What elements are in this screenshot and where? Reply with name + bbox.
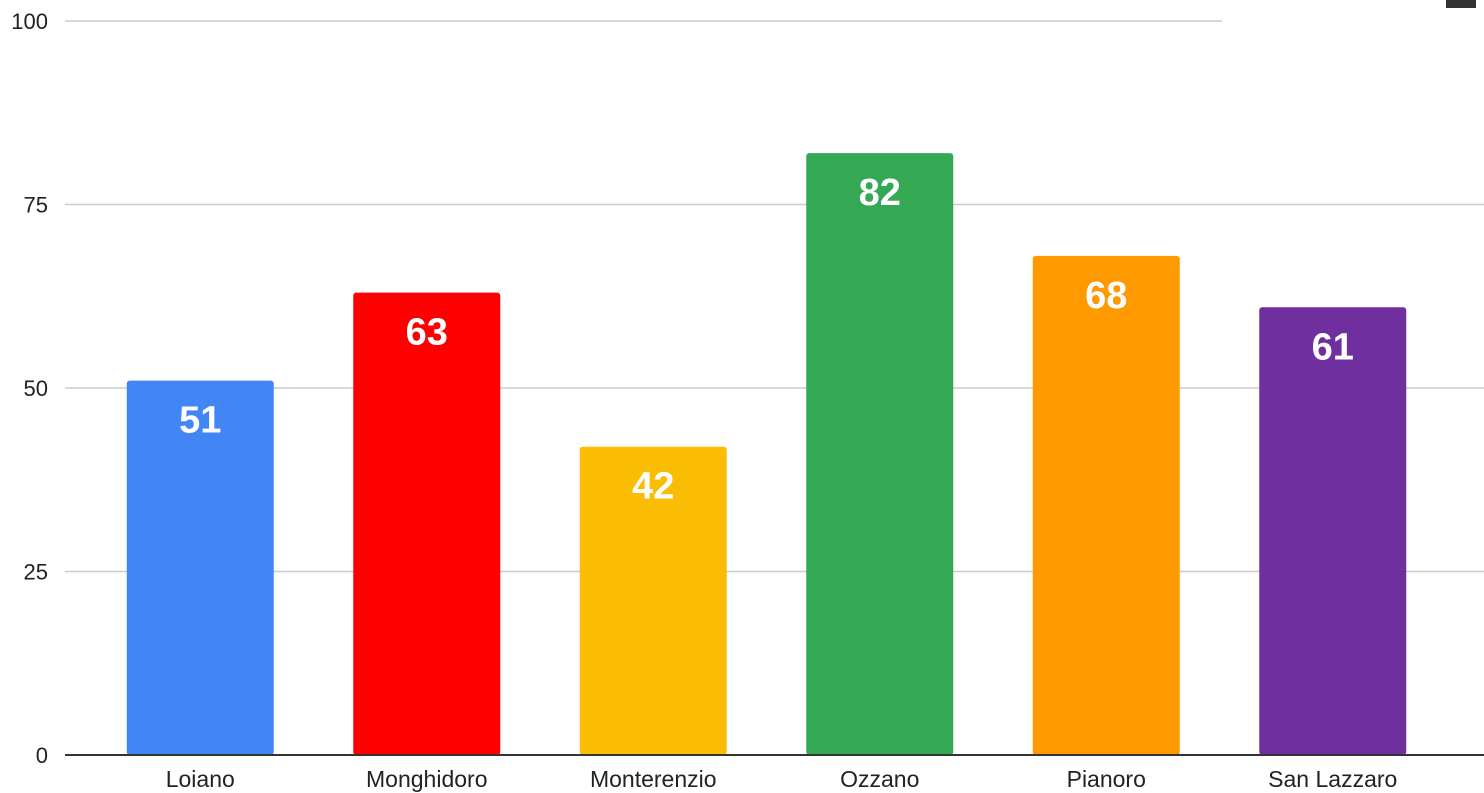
corner-menu-icon[interactable] [1446, 0, 1476, 8]
y-tick-label: 25 [24, 560, 48, 585]
x-category-label: San Lazzaro [1268, 766, 1397, 792]
bar-value-label: 63 [406, 312, 448, 354]
y-tick-label: 75 [24, 193, 48, 218]
bar-value-label: 42 [632, 466, 674, 508]
bar-monterenzio[interactable] [579, 446, 727, 755]
x-category-label: Monterenzio [590, 766, 717, 792]
x-category-label: Pianoro [1067, 766, 1146, 792]
y-tick-label: 50 [24, 376, 48, 401]
x-category-label: Loiano [166, 766, 235, 792]
y-axis-ticks: 0 25 50 75 100 [11, 9, 48, 768]
y-tick-label: 0 [36, 743, 48, 768]
bar-pianoro[interactable] [1032, 255, 1180, 755]
x-category-label: Monghidoro [366, 766, 487, 792]
bars [126, 153, 1407, 755]
bar-monghidoro[interactable] [353, 292, 501, 755]
bar-loiano[interactable] [126, 380, 274, 755]
bar-value-label: 82 [859, 172, 901, 214]
y-tick-label: 100 [11, 9, 48, 34]
bar-san-lazzaro[interactable] [1259, 307, 1407, 755]
x-axis-categories: Loiano Monghidoro Monterenzio Ozzano Pianoro… [166, 766, 1398, 792]
bar-ozzano[interactable] [806, 153, 954, 755]
x-category-label: Ozzano [840, 766, 919, 792]
bar-value-label: 61 [1312, 326, 1354, 368]
data-labels: 51 63 42 82 68 61 [179, 172, 1354, 508]
gridlines [65, 20, 1484, 573]
bar-value-label: 68 [1085, 275, 1127, 317]
bar-value-label: 51 [179, 400, 221, 442]
